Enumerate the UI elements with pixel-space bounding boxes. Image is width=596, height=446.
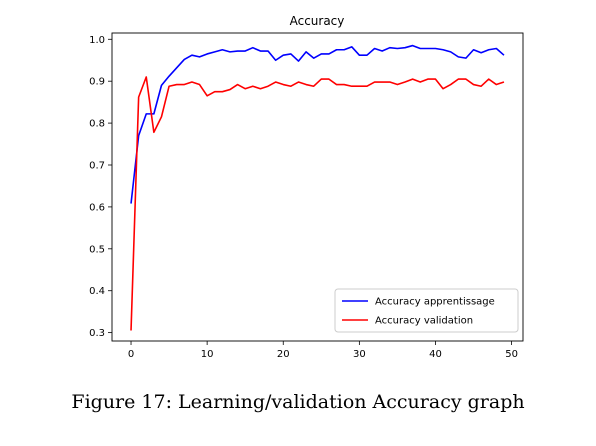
plot-frame [111, 32, 524, 342]
y-tick-label: 0.8 [89, 119, 105, 130]
x-tick-label: 10 [201, 349, 214, 360]
series-line-1 [130, 44, 505, 204]
y-tick-label: 0.5 [89, 244, 105, 255]
plot-area [130, 44, 505, 331]
x-tick-label: 30 [353, 349, 366, 360]
y-tick-label: 0.7 [89, 161, 105, 172]
x-tick-label: 20 [277, 349, 290, 360]
figure-caption: Figure 17: Learning/validation Accuracy … [71, 391, 525, 413]
y-tick-label: 0.3 [89, 328, 105, 339]
axes: 0 10 20 30 40 50 0.3 0.4 0.5 0.6 0.7 0.8 0.9 1.0 [89, 32, 524, 360]
y-tick-label: 0.4 [89, 286, 105, 297]
x-tick-label: 40 [429, 349, 442, 360]
chart-title: Accuracy [290, 14, 345, 28]
legend-box [334, 288, 519, 333]
y-tick-label: 0.9 [89, 77, 105, 88]
legend: Accuracy apprentissage Accuracy validatio… [334, 288, 519, 333]
legend-label-1: Accuracy apprentissage [375, 297, 495, 308]
y-tick-label: 1.0 [89, 35, 105, 46]
x-tick-label: 0 [128, 349, 134, 360]
series-line-2 [130, 76, 505, 331]
x-tick-label: 50 [505, 349, 518, 360]
legend-label-2: Accuracy validation [375, 316, 473, 327]
y-tick-label: 0.6 [89, 202, 105, 213]
